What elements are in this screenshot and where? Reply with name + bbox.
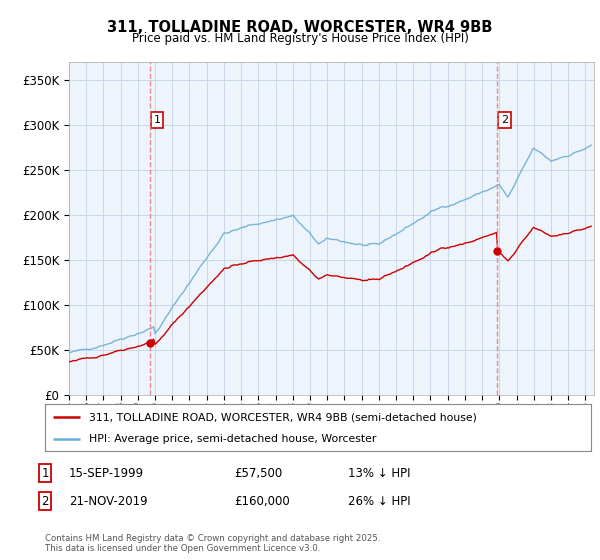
Text: £160,000: £160,000	[234, 494, 290, 508]
Text: 21-NOV-2019: 21-NOV-2019	[69, 494, 148, 508]
Text: 2: 2	[501, 115, 508, 125]
Text: 311, TOLLADINE ROAD, WORCESTER, WR4 9BB: 311, TOLLADINE ROAD, WORCESTER, WR4 9BB	[107, 20, 493, 35]
Text: 26% ↓ HPI: 26% ↓ HPI	[348, 494, 410, 508]
Text: £57,500: £57,500	[234, 466, 282, 480]
Text: 2: 2	[41, 494, 49, 508]
Text: 1: 1	[154, 115, 161, 125]
Text: 15-SEP-1999: 15-SEP-1999	[69, 466, 144, 480]
Text: Price paid vs. HM Land Registry's House Price Index (HPI): Price paid vs. HM Land Registry's House …	[131, 32, 469, 45]
Text: HPI: Average price, semi-detached house, Worcester: HPI: Average price, semi-detached house,…	[89, 434, 376, 444]
Text: 13% ↓ HPI: 13% ↓ HPI	[348, 466, 410, 480]
Text: Contains HM Land Registry data © Crown copyright and database right 2025.
This d: Contains HM Land Registry data © Crown c…	[45, 534, 380, 553]
Text: 1: 1	[41, 466, 49, 480]
Text: 311, TOLLADINE ROAD, WORCESTER, WR4 9BB (semi-detached house): 311, TOLLADINE ROAD, WORCESTER, WR4 9BB …	[89, 412, 476, 422]
